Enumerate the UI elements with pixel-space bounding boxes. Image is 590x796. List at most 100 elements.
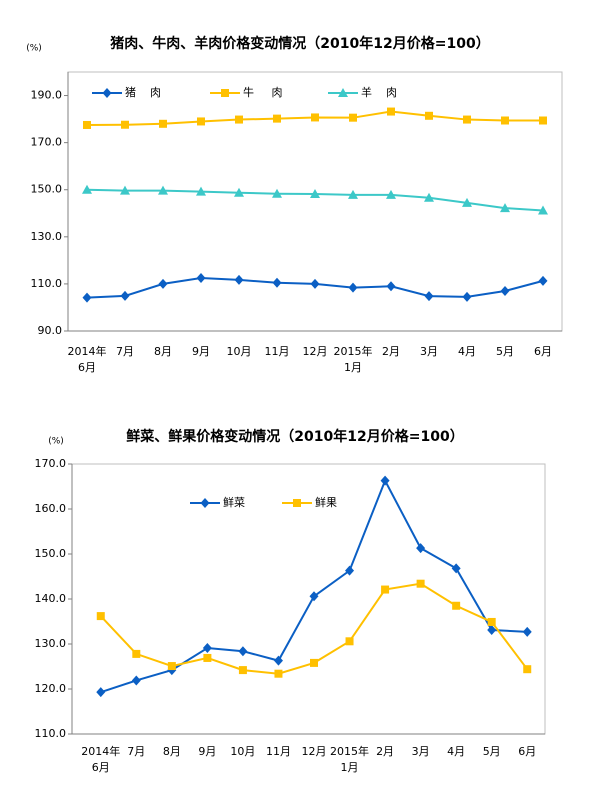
- y-tick-label: 120.0: [35, 682, 67, 695]
- x-tick-label: 9月: [192, 345, 210, 358]
- x-tick-label: 11月: [265, 345, 290, 358]
- data-point: [487, 625, 497, 636]
- data-point: [381, 585, 390, 594]
- chart-title: 猪肉、牛肉、羊肉价格变动情况（2010年12月价格=100）: [109, 35, 489, 52]
- data-point: [158, 278, 168, 289]
- data-point: [500, 285, 510, 296]
- y-tick-label: 90.0: [38, 324, 63, 337]
- data-point: [311, 113, 319, 122]
- x-tick-label: 5月: [496, 345, 514, 358]
- x-tick-label: 7月: [116, 345, 134, 358]
- data-point: [121, 120, 129, 129]
- data-point: [273, 114, 281, 123]
- x-tick-label: 12月: [302, 745, 327, 758]
- y-tick-label: 130.0: [31, 230, 63, 243]
- y-tick-label: 130.0: [35, 637, 67, 650]
- x-tick-label: 5月: [483, 745, 501, 758]
- data-point: [538, 275, 548, 286]
- data-point: [131, 675, 141, 686]
- x-tick-label: 2月: [382, 345, 400, 358]
- x-tick-label: 2015年 1月: [330, 744, 369, 774]
- y-tick-label: 170.0: [35, 457, 67, 470]
- data-point: [96, 687, 106, 698]
- legend-marker: [338, 88, 348, 97]
- data-point: [310, 278, 320, 289]
- legend-label: 牛 肉: [243, 85, 282, 99]
- data-point: [416, 543, 426, 554]
- y-tick-label: 110.0: [35, 727, 67, 740]
- data-point: [202, 643, 212, 654]
- x-tick-label: 11月: [266, 745, 291, 758]
- data-point: [310, 188, 320, 198]
- data-point: [487, 617, 496, 626]
- x-tick-label: 3月: [420, 345, 438, 358]
- data-point: [386, 281, 396, 292]
- data-point: [272, 277, 282, 288]
- y-tick-label: 190.0: [31, 89, 63, 102]
- legend-marker: [102, 88, 112, 98]
- x-tick-label: 10月: [230, 745, 255, 758]
- data-point: [82, 184, 92, 194]
- data-point: [158, 185, 168, 195]
- data-point: [272, 188, 282, 198]
- data-point: [274, 669, 283, 678]
- data-point: [83, 120, 91, 129]
- data-point: [539, 116, 547, 125]
- y-tick-label: 150.0: [35, 547, 67, 560]
- data-point: [120, 290, 130, 301]
- data-point: [234, 274, 244, 285]
- data-point: [349, 113, 357, 122]
- legend-label: 鲜果: [315, 495, 337, 509]
- data-point: [159, 119, 167, 128]
- data-point: [345, 565, 355, 576]
- data-point: [234, 187, 244, 197]
- data-point: [451, 563, 461, 574]
- x-tick-label: 7月: [127, 745, 145, 758]
- legend-marker: [221, 89, 229, 97]
- data-point: [132, 649, 141, 658]
- data-point: [424, 291, 434, 302]
- data-point: [380, 475, 390, 486]
- y-tick-label: 110.0: [31, 277, 63, 290]
- data-point: [523, 665, 532, 674]
- x-tick-label: 8月: [163, 745, 181, 758]
- data-point: [96, 612, 105, 621]
- x-tick-label: 2015年 1月: [334, 344, 373, 374]
- data-point: [235, 115, 243, 124]
- data-point: [167, 662, 176, 671]
- y-axis-unit: (%): [48, 437, 64, 447]
- data-point: [348, 282, 358, 293]
- y-tick-label: 140.0: [35, 592, 67, 605]
- x-tick-label: 3月: [412, 745, 430, 758]
- data-point: [203, 653, 212, 662]
- data-point: [345, 637, 354, 646]
- data-point: [196, 273, 206, 284]
- y-tick-label: 150.0: [31, 183, 63, 196]
- data-point: [82, 292, 92, 303]
- legend-label: 猪 肉: [125, 86, 161, 99]
- data-point: [462, 291, 472, 302]
- data-point: [273, 655, 283, 666]
- data-point: [500, 203, 510, 213]
- data-point: [196, 186, 206, 196]
- x-tick-label: 8月: [154, 345, 172, 358]
- data-point: [538, 205, 548, 215]
- data-point: [462, 197, 472, 207]
- x-tick-label: 9月: [198, 745, 216, 758]
- legend-label: 鲜菜: [223, 495, 245, 509]
- data-point: [238, 666, 247, 675]
- legend-label: 羊 肉: [361, 85, 397, 99]
- legend-marker: [293, 499, 301, 507]
- data-point: [197, 117, 205, 126]
- chart-title: 鲜菜、鲜果价格变动情况（2010年12月价格=100）: [126, 428, 463, 445]
- data-point: [348, 189, 358, 199]
- x-tick-label: 2014年 6月: [68, 344, 107, 374]
- x-tick-label: 10月: [227, 345, 252, 358]
- plot-frame: [67, 71, 563, 332]
- x-tick-label: 4月: [458, 345, 476, 358]
- x-tick-label: 6月: [518, 745, 536, 758]
- data-point: [452, 601, 461, 610]
- data-point: [309, 591, 319, 602]
- x-tick-label: 6月: [534, 345, 552, 358]
